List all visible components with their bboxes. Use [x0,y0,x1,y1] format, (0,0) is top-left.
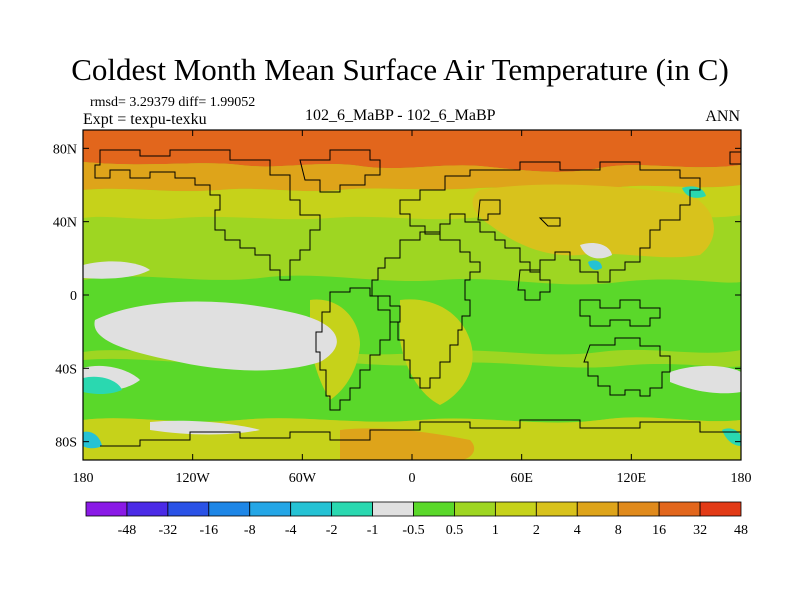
lat-tick-label: 80S [55,436,77,451]
lon-tick-label: 120E [617,471,647,486]
colorbar-label: -1 [367,523,379,538]
case-label: 102_6_MaBP - 102_6_MaBP [305,107,496,124]
colorbar-label: -4 [285,523,297,538]
lat-tick-label: 80N [53,142,77,157]
colorbar-label: -48 [118,523,137,538]
lat-tick-label: 40S [55,362,77,377]
lon-tick-label: 60W [289,471,317,486]
longitude-axis: 180 120W 60W 0 60E 120E 180 [73,130,752,486]
field-cold-spot-4 [588,260,602,270]
colorbar-label: 2 [533,523,540,538]
colorbar-swatch [372,501,414,517]
colorbar-swatch [331,501,373,517]
field-eurasia-warm [472,184,714,258]
colorbar-swatch [658,501,701,517]
outline-australia [583,337,671,397]
outline-north-america [94,149,321,281]
field-antarctic-warm [340,428,475,460]
outline-africa [371,231,481,389]
field-africa-warm [400,299,473,405]
lat-tick-label: 40N [53,216,77,231]
outline-eurasia [399,161,701,283]
colorbar-label: 0.5 [446,523,464,538]
map-field [83,130,741,460]
latitude-axis: 80N 40N 0 40S 80S [53,142,741,451]
colorbar-swatch [576,501,619,517]
field-arctic-band [83,130,741,172]
season-label: ANN [705,108,740,125]
field-southern-belt [83,358,741,423]
colorbar-swatch [413,501,455,517]
colorbar-swatch [494,501,537,517]
colorbar-swatch [126,501,169,517]
outline-scandinavia-lake [477,199,501,221]
field-asia-gray [580,243,612,259]
colorbar-label: -0.5 [402,523,424,538]
colorbar: -48 -32 -16 -8 -4 -2 -1 -0.5 0.5 1 2 4 8 16 32 48 [85,501,748,538]
field-antarctic-gray [150,420,260,435]
colorbar-label: 1 [492,523,499,538]
outline-south-america [315,287,401,411]
colorbar-label: 48 [734,523,748,538]
field-cold-spot-1 [83,376,122,394]
colorbar-swatch [617,501,660,517]
lon-tick-label: 180 [73,471,94,486]
lon-tick-label: 120W [176,471,211,486]
field-pacific-gray [94,301,337,371]
colorbar-label: 8 [615,523,622,538]
continent-outlines [94,149,742,447]
lon-tick-label: 180 [731,471,752,486]
lon-tick-label: 0 [409,471,416,486]
rmsd-diff-stats: rmsd= 3.29379 diff= 1.99052 [90,95,256,110]
colorbar-swatch [454,501,496,517]
field-npacific-gray [83,261,150,279]
outline-india [517,269,551,301]
experiment-label: Expt = texpu-texku [83,111,207,128]
outline-greenland [299,149,381,193]
lat-tick-label: 0 [70,289,77,304]
colorbar-swatch [249,501,292,517]
colorbar-label: -8 [244,523,256,538]
lon-tick-label: 60E [510,471,533,486]
colorbar-swatch [167,501,210,517]
field-warm-band [83,162,741,192]
colorbar-swatch [85,501,128,517]
colorbar-label: 32 [693,523,707,538]
outline-antarctica [100,419,741,447]
field-cold-spot-2 [83,431,102,449]
colorbar-label: -2 [326,523,338,538]
colorbar-label: -32 [159,523,178,538]
colorbar-swatch [290,501,333,517]
colorbar-swatch [208,501,251,517]
outline-caspian [538,217,561,227]
outline-indonesia [579,299,661,327]
colorbar-label: 16 [652,523,666,538]
colorbar-label: 4 [574,523,581,538]
plot-title: Coldest Month Mean Surface Air Temperatu… [71,52,729,87]
colorbar-swatch [699,501,742,517]
colorbar-label: -16 [199,523,218,538]
colorbar-swatch [535,501,578,517]
field-sindian-gray [670,365,741,394]
